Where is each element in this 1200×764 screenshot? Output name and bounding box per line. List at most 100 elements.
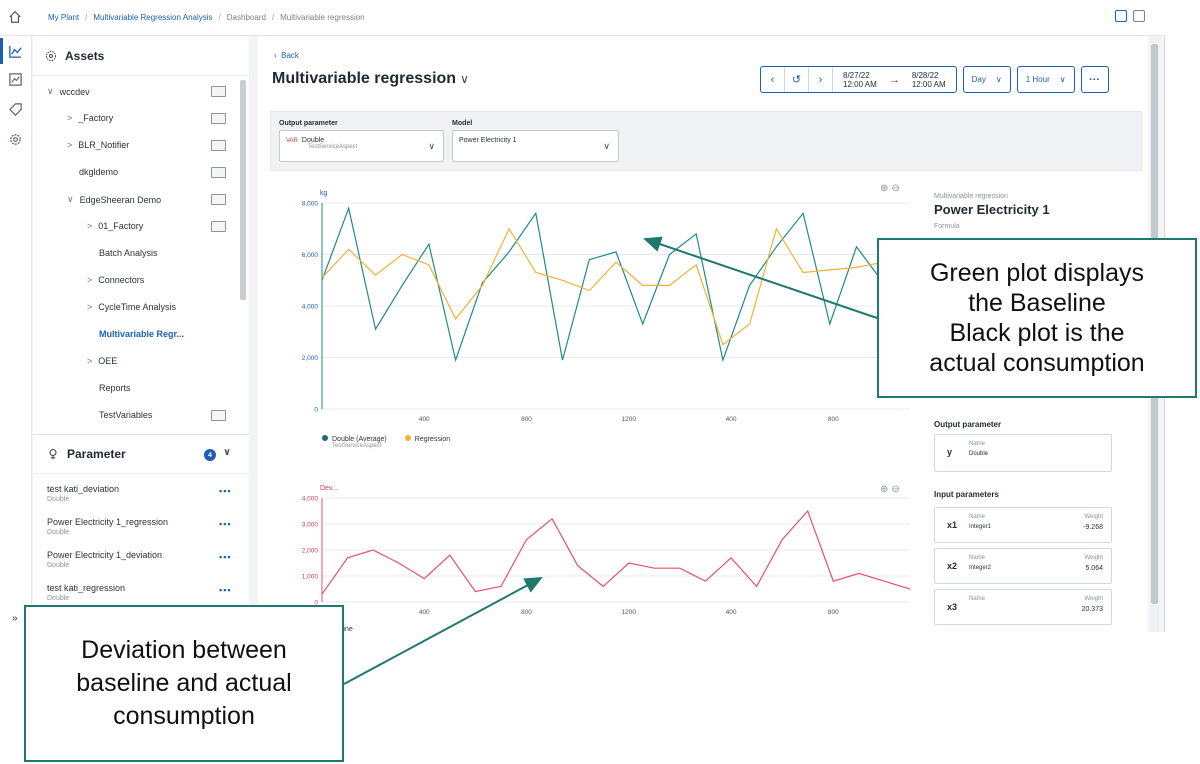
input-section-title: Input parameters xyxy=(934,490,999,499)
output-card: y Name Double xyxy=(934,434,1112,472)
previous-button[interactable]: ‹ xyxy=(761,67,785,92)
next-button[interactable]: › xyxy=(809,67,833,92)
parameter-title: Parameter xyxy=(67,447,126,461)
input-parameter-card: x2 Name Integer2 Weight 5.064 xyxy=(934,548,1112,584)
chevron-right-icon[interactable]: > xyxy=(87,302,93,312)
y-tick-label: 3,000 xyxy=(302,522,319,529)
asset-details-icon[interactable] xyxy=(211,221,226,232)
y-axis-label: Dev... xyxy=(320,485,338,492)
range-select[interactable]: Day ∨ xyxy=(962,66,1011,93)
more-icon[interactable]: ▪▪▪ xyxy=(219,552,232,562)
baseline-callout: Green plot displays the Baseline Black p… xyxy=(877,238,1197,398)
tree-item[interactable]: > CycleTime Analysis xyxy=(87,302,176,312)
asset-details-icon[interactable] xyxy=(211,140,226,151)
chevron-right-icon[interactable]: > xyxy=(87,275,93,285)
chevron-right-icon[interactable]: > xyxy=(87,221,93,231)
zoom-icon[interactable]: ⊕⊖ xyxy=(880,183,903,194)
chevron-right-icon[interactable]: > xyxy=(67,113,73,123)
x-tick-label: 400 xyxy=(419,609,430,616)
tree-item[interactable]: ∨ EdgeSheeran Demo xyxy=(67,194,161,205)
series-line-0 xyxy=(321,509,910,595)
page-title[interactable]: Multivariable regression ∨ xyxy=(272,70,469,87)
tree-item[interactable]: >01_Factory xyxy=(87,221,143,231)
breadcrumb-item-app[interactable]: Multivariable Regression Analysis xyxy=(93,13,213,22)
tree-item[interactable]: > Connectors xyxy=(87,275,144,285)
tree-item[interactable]: Multivariable Regr... xyxy=(99,329,184,339)
x-tick-label: 800 xyxy=(828,416,839,421)
tree-item-label: CycleTime Analysis xyxy=(98,302,176,312)
x-tick-label: 800 xyxy=(521,609,532,616)
tree-item[interactable]: > OEE xyxy=(87,356,117,366)
more-icon[interactable]: ▪▪▪ xyxy=(219,585,232,595)
chart-legend: Double (Average) TestServiceAspect Regres… xyxy=(322,435,450,449)
date-range[interactable]: 8/27/22 12:00 AM → 8/28/22 12:00 AM xyxy=(843,70,946,89)
breadcrumb: My Plant / Multivariable Regression Anal… xyxy=(48,13,365,22)
y-tick-label: 8,000 xyxy=(302,201,319,208)
parameter-item[interactable]: test kati_regression Double ▪▪▪ xyxy=(47,583,232,602)
deviation-chart[interactable]: Dev... 0 1,000 2,000 3,000 4,000 400 800 1200 400… xyxy=(270,476,910,626)
tree-item-label: EdgeSheeran Demo xyxy=(79,194,162,205)
more-icon[interactable]: ▪▪▪ xyxy=(219,519,232,529)
parameter-header[interactable]: Parameter 4 ∨ xyxy=(33,434,249,474)
y-axis-label: kg xyxy=(320,190,328,197)
parameter-item[interactable]: Power Electricity 1_regression Double ▪▪▪ xyxy=(47,517,232,536)
parameter-item[interactable]: test kati_deviation Double ▪▪▪ xyxy=(47,484,232,503)
tree-item-label: TestVariables xyxy=(99,410,153,420)
chevron-down-icon[interactable]: ∨ xyxy=(223,447,232,458)
gear-icon[interactable] xyxy=(8,132,23,147)
analytics-icon[interactable] xyxy=(8,44,23,59)
tree-item[interactable]: Batch Analysis xyxy=(99,248,158,258)
chart-box-icon[interactable] xyxy=(8,72,23,87)
tree-item[interactable]: > BLR_Notifier xyxy=(67,140,129,150)
model-select[interactable]: Power Electricity 1 ∨ xyxy=(452,130,619,162)
formula-label: Formula xyxy=(934,223,960,230)
chevron-right-icon[interactable]: > xyxy=(87,356,93,366)
tag-icon[interactable] xyxy=(8,102,23,117)
baseline-chart[interactable]: kg 0 2,000 4,000 6,000 8,000 400 800 1200 400 800 xyxy=(270,171,910,421)
time-toolbar: ‹ ↺ › 8/27/22 12:00 AM → 8/28/22 12:00 AM … xyxy=(760,66,1109,93)
tree-item[interactable]: Reports xyxy=(99,383,131,393)
interval-select[interactable]: 1 Hour ∨ xyxy=(1016,66,1075,93)
more-options-button[interactable]: ··· xyxy=(1080,66,1109,93)
y-tick-label: 6,000 xyxy=(302,252,319,259)
breadcrumb-item-plant[interactable]: My Plant xyxy=(48,13,80,22)
asset-details-icon[interactable] xyxy=(211,194,226,205)
home-icon[interactable] xyxy=(8,10,22,24)
breadcrumb-item-dashboard[interactable]: Dashboard xyxy=(226,13,266,22)
chevron-right-icon[interactable]: > xyxy=(67,140,73,150)
parameter-count-badge: 4 xyxy=(204,449,216,461)
tree-item[interactable]: > _Factory xyxy=(67,113,113,123)
tree-item[interactable]: dkgldemo xyxy=(79,167,118,177)
x-tick-label: 800 xyxy=(828,609,839,616)
tree-item[interactable]: ∨ wccdev xyxy=(47,86,90,97)
asset-details-icon[interactable] xyxy=(211,167,226,178)
chevron-down-icon[interactable]: ∨ xyxy=(47,86,54,96)
asset-details-icon[interactable] xyxy=(211,113,226,124)
zoom-icon-bottom[interactable]: ⊕⊖ xyxy=(880,484,903,495)
output-parameter-field: Output parameter VAR Double TestServiceAs… xyxy=(279,120,444,162)
layout-split-icon[interactable] xyxy=(1115,10,1127,22)
breadcrumb-item-current: Multivariable regression xyxy=(280,13,365,22)
tree-item-label: wccdev xyxy=(59,86,90,97)
asset-tree: ∨ wccdev > _Factory > BLR_Notifier dkgldemo ∨ Ed… xyxy=(33,76,239,426)
asset-details-icon[interactable] xyxy=(211,410,226,421)
expand-icon[interactable]: » xyxy=(12,613,18,624)
tree-item-label: Multivariable Regr... xyxy=(99,329,185,339)
parameter-item[interactable]: Power Electricity 1_deviation Double ▪▪▪ xyxy=(47,550,232,569)
y-tick-label: 2,000 xyxy=(302,355,319,362)
legend-item-average[interactable]: Double (Average) TestServiceAspect xyxy=(322,435,387,449)
legend-item-regression[interactable]: Regression xyxy=(404,435,450,443)
reset-icon[interactable]: ↺ xyxy=(785,67,809,92)
top-bar: My Plant / Multivariable Regression Anal… xyxy=(0,0,1165,36)
nav-rail xyxy=(0,36,32,632)
more-icon[interactable]: ▪▪▪ xyxy=(219,486,232,496)
layout-full-icon[interactable] xyxy=(1133,10,1145,22)
chevron-down-icon[interactable]: ∨ xyxy=(67,194,74,204)
assets-scrollbar[interactable] xyxy=(240,80,246,300)
y-tick-label: 0 xyxy=(314,407,318,414)
tree-item[interactable]: TestVariables xyxy=(99,410,152,420)
asset-details-icon[interactable] xyxy=(211,86,226,97)
x-tick-label: 800 xyxy=(521,416,532,421)
output-parameter-select[interactable]: VAR Double TestServiceAspect ∨ xyxy=(279,130,444,162)
back-link[interactable]: ‹ Back xyxy=(274,51,299,60)
